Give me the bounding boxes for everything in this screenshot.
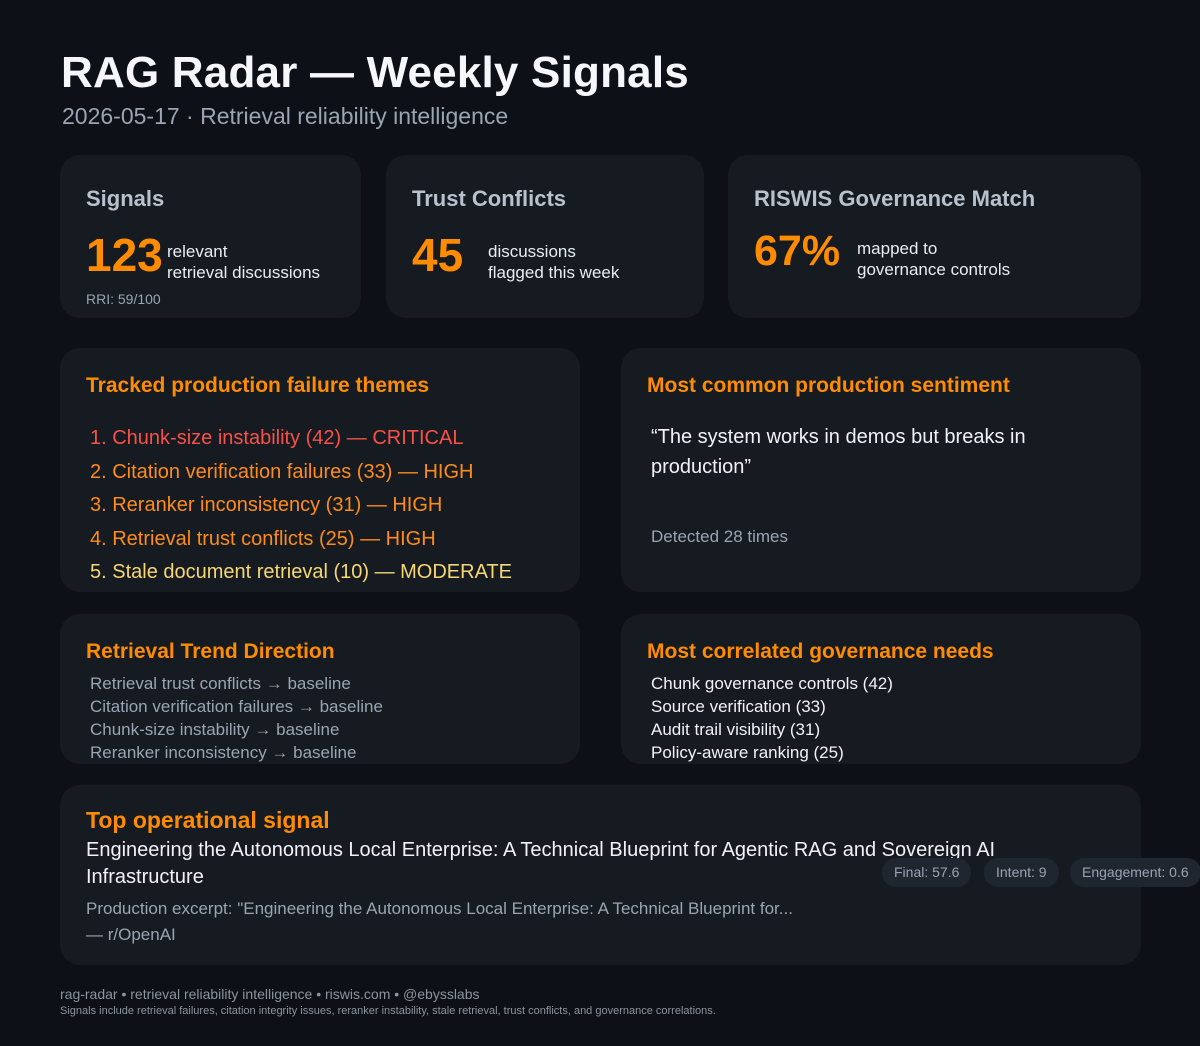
governance-needs-heading: Most correlated governance needs — [647, 640, 994, 663]
governance-need-item: Policy-aware ranking (25) — [651, 743, 844, 762]
top-signal-card: Top operational signal Engineering the A… — [60, 785, 1141, 965]
trust-conflicts-value: 45 — [412, 229, 464, 281]
failure-themes-card: Tracked production failure themes 1. Chu… — [60, 348, 580, 592]
sentiment-quote: “The system works in demos but breaks in… — [651, 426, 1026, 478]
top-signal-heading: Top operational signal — [86, 807, 330, 833]
footer-note: Signals include retrieval failures, cita… — [60, 1005, 716, 1017]
sentiment-detected-count: Detected 28 times — [651, 527, 789, 546]
trend-item: Chunk-size instability → baseline — [90, 720, 340, 739]
theme-item: 3. Reranker inconsistency (31) — HIGH — [90, 494, 443, 516]
governance-match-card: RISWIS Governance Match 67% mapped to go… — [728, 155, 1141, 318]
signals-desc: relevant retrieval discussions — [167, 241, 320, 283]
governance-match-desc: mapped to governance controls — [857, 238, 1010, 280]
top-signal-excerpt-text: Production excerpt: "Engineering the Aut… — [86, 899, 793, 918]
trust-conflicts-label: Trust Conflicts — [412, 186, 567, 211]
signals-label: Signals — [86, 186, 165, 211]
trust-conflicts-desc: discussions flagged this week — [488, 241, 619, 283]
trend-item: Reranker inconsistency → baseline — [90, 743, 357, 762]
governance-match-desc-line1: mapped to — [857, 239, 938, 258]
trust-conflicts-desc-line1: discussions — [488, 242, 576, 261]
theme-item: 1. Chunk-size instability (42) — CRITICA… — [90, 427, 464, 449]
sentiment-heading: Most common production sentiment — [647, 374, 1010, 397]
trend-direction-card: Retrieval Trend Direction — [60, 614, 580, 764]
governance-needs-card: Most correlated governance needs — [621, 614, 1141, 764]
failure-themes-heading: Tracked production failure themes — [86, 374, 430, 397]
trust-conflicts-desc-line2: flagged this week — [488, 263, 620, 282]
governance-need-item: Source verification (33) — [651, 697, 826, 716]
final-score-badge: Final: 57.6 — [882, 858, 972, 887]
signals-value: 123 — [86, 229, 163, 281]
top-signal-source[interactable]: — r/OpenAI — [86, 925, 176, 944]
governance-need-item: Chunk governance controls (42) — [651, 674, 893, 693]
theme-item: 4. Retrieval trust conflicts (25) — HIGH — [90, 527, 436, 550]
rri-score: RRI: 59/100 — [86, 291, 161, 307]
governance-match-label: RISWIS Governance Match — [754, 186, 1036, 211]
top-signal-excerpt: Production excerpt: "Engineering the Aut… — [86, 896, 793, 948]
trend-item: Retrieval trust conflicts → baseline — [90, 674, 351, 693]
trend-item: Citation verification failures → baselin… — [90, 697, 383, 716]
footer-credits: rag-radar • retrieval reliability intell… — [60, 986, 480, 1002]
top-signal-title[interactable]: Engineering the Autonomous Local Enterpr… — [86, 839, 996, 888]
trend-direction-list: Retrieval trust conflicts → baseline Cit… — [90, 672, 383, 764]
trust-conflicts-card: Trust Conflicts 45 discussions flagged t… — [386, 155, 704, 318]
sentiment-card: Most common production sentiment “The sy… — [621, 348, 1141, 592]
governance-need-item: Audit trail visibility (31) — [651, 720, 821, 739]
engagement-badge: Engagement: 0.6 — [1070, 858, 1200, 887]
signals-card: Signals 123 relevant retrieval discussio… — [60, 155, 361, 318]
governance-match-desc-line2: governance controls — [857, 260, 1011, 279]
governance-match-value: 67% — [754, 227, 841, 275]
trend-direction-heading: Retrieval Trend Direction — [86, 640, 335, 663]
theme-item: 5. Stale document retrieval (10) — MODER… — [90, 561, 512, 583]
intent-badge: Intent: 9 — [984, 858, 1059, 887]
page-title: RAG Radar — Weekly Signals — [61, 48, 689, 97]
governance-needs-list: Chunk governance controls (42) Source ve… — [651, 672, 893, 764]
failure-themes-list: 1. Chunk-size instability (42) — CRITICA… — [90, 422, 512, 590]
signals-desc-line2: retrieval discussions — [167, 263, 321, 282]
page-subtitle: 2026-05-17 · Retrieval reliability intel… — [62, 103, 509, 129]
theme-item: 2. Citation verification failures (33) —… — [90, 460, 474, 483]
signals-desc-line1: relevant — [167, 242, 228, 261]
